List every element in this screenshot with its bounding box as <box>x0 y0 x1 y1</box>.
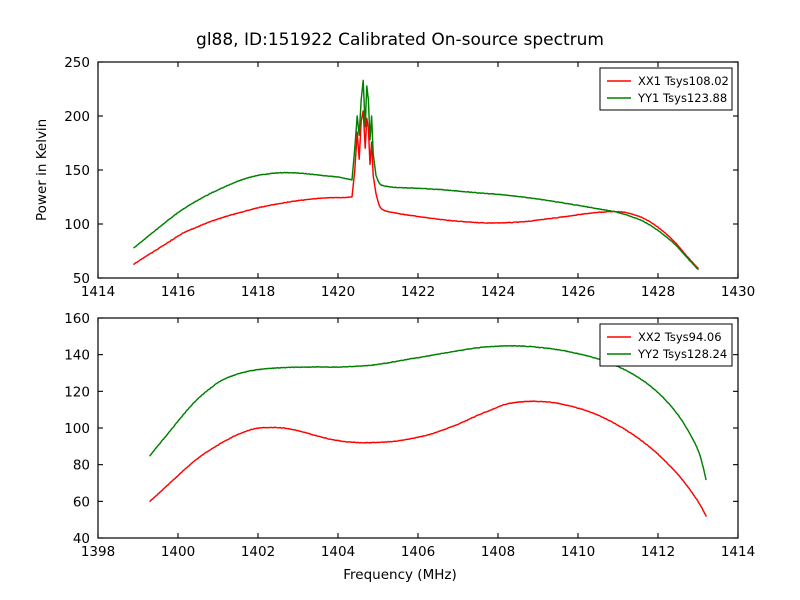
legend-box <box>599 67 733 111</box>
y-tick-label: 60 <box>73 494 90 510</box>
x-tick-label: 1406 <box>401 544 435 560</box>
page-title: gl88, ID:151922 Calibrated On-source spe… <box>196 30 604 50</box>
axis-label-x-bottom: Frequency (MHz) <box>343 567 457 583</box>
x-tick-label: 1428 <box>641 284 675 300</box>
y-tick-label: 140 <box>64 348 90 364</box>
top-panel: 1414 1416 1418 1420 1422 1424 1426 1428 1430 50 10… <box>64 55 755 300</box>
bottom-panel: 1398 1400 1402 1404 1406 1408 1410 1412 1414 40 60… <box>64 311 755 560</box>
x-tick-label: 1404 <box>321 544 355 560</box>
y-tick-label: 150 <box>64 163 90 179</box>
y-tick-label: 80 <box>73 458 90 474</box>
series-line <box>149 400 707 517</box>
x-tick-label: 1410 <box>561 544 595 560</box>
y-tick-label: 200 <box>64 109 90 125</box>
x-tick-label: 1398 <box>81 544 115 560</box>
legend-label: XX1 Tsys108.02 <box>638 74 729 88</box>
x-tick-label: 1422 <box>401 284 435 300</box>
y-tick-label: 100 <box>64 421 90 437</box>
x-tick-label: 1426 <box>561 284 595 300</box>
x-tick-label: 1414 <box>721 544 755 560</box>
y-tick-label: 50 <box>73 271 90 287</box>
x-tick-label: 1430 <box>721 284 755 300</box>
series-line <box>133 110 699 269</box>
y-tick-label: 120 <box>64 384 90 400</box>
legend-label: YY1 Tsys123.88 <box>637 91 727 105</box>
x-tick-label: 1416 <box>161 284 195 300</box>
x-tick-label: 1400 <box>161 544 195 560</box>
y-tick-label: 40 <box>73 531 90 547</box>
y-tick-label: 100 <box>64 217 90 233</box>
legend-label: XX2 Tsys94.06 <box>638 330 722 344</box>
series-line <box>133 79 699 271</box>
x-tick-label: 1414 <box>81 284 115 300</box>
legend-box <box>599 323 733 367</box>
x-tick-label: 1408 <box>481 544 515 560</box>
x-tick-label: 1424 <box>481 284 515 300</box>
x-tick-label: 1412 <box>641 544 675 560</box>
x-tick-label: 1418 <box>241 284 275 300</box>
x-tick-label: 1402 <box>241 544 275 560</box>
y-tick-label: 250 <box>64 55 90 71</box>
x-tick-label: 1420 <box>321 284 355 300</box>
axis-label-y-top: Power in Kelvin <box>34 118 50 221</box>
legend-label: YY2 Tsys128.24 <box>637 347 727 361</box>
y-tick-label: 160 <box>64 311 90 327</box>
